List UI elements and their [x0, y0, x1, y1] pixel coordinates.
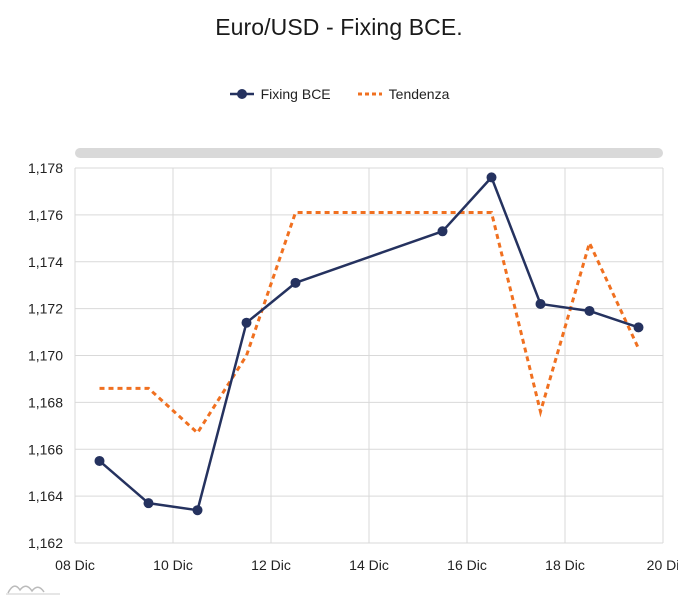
x-tick-label: 08 Dic: [55, 557, 95, 573]
data-point-fixing-bce: [437, 226, 448, 237]
legend-label-tendenza: Tendenza: [388, 86, 450, 102]
y-tick-label: 1,174: [28, 254, 63, 270]
legend-item-tendenza[interactable]: Tendenza: [357, 86, 450, 102]
chart-zoom-scrollbar[interactable]: [75, 148, 663, 158]
y-tick-label: 1,178: [28, 160, 63, 176]
data-point-fixing-bce: [143, 498, 154, 509]
data-point-fixing-bce: [241, 317, 252, 328]
data-point-fixing-bce: [290, 277, 301, 288]
y-tick-label: 1,162: [28, 535, 63, 551]
series-line-tendenza: [99, 211, 640, 436]
legend-label-fixing-bce: Fixing BCE: [260, 86, 331, 102]
y-tick-label: 1,176: [28, 207, 63, 223]
data-point-fixing-bce: [633, 322, 644, 333]
x-tick-label: 18 Dic: [545, 557, 585, 573]
data-point-fixing-bce: [584, 305, 595, 316]
data-point-fixing-bce: [94, 455, 105, 466]
x-tick-label: 16 Dic: [447, 557, 487, 573]
x-tick-label: 12 Dic: [251, 557, 291, 573]
x-tick-label: 14 Dic: [349, 557, 389, 573]
chart-title: Euro/USD - Fixing BCE.: [215, 14, 463, 40]
y-tick-label: 1,170: [28, 348, 63, 364]
x-tick-label: 20 Di: [647, 557, 678, 573]
data-point-fixing-bce: [535, 298, 546, 309]
data-point-fixing-bce: [486, 172, 497, 183]
x-tick-label: 10 Dic: [153, 557, 193, 573]
y-tick-label: 1,172: [28, 301, 63, 317]
data-point-fixing-bce: [192, 505, 203, 516]
series-line-fixing-bce: [98, 176, 639, 512]
legend-swatch-fixing-bce: [229, 89, 254, 99]
legend-item-fixing-bce[interactable]: Fixing BCE: [229, 86, 331, 102]
legend-swatch-tendenza: [357, 92, 382, 96]
chart-library-logo: [6, 585, 60, 595]
chart-legend: Fixing BCE Tendenza: [0, 86, 678, 102]
y-tick-label: 1,166: [28, 441, 63, 457]
y-tick-label: 1,164: [28, 488, 63, 504]
y-tick-label: 1,168: [28, 394, 63, 410]
